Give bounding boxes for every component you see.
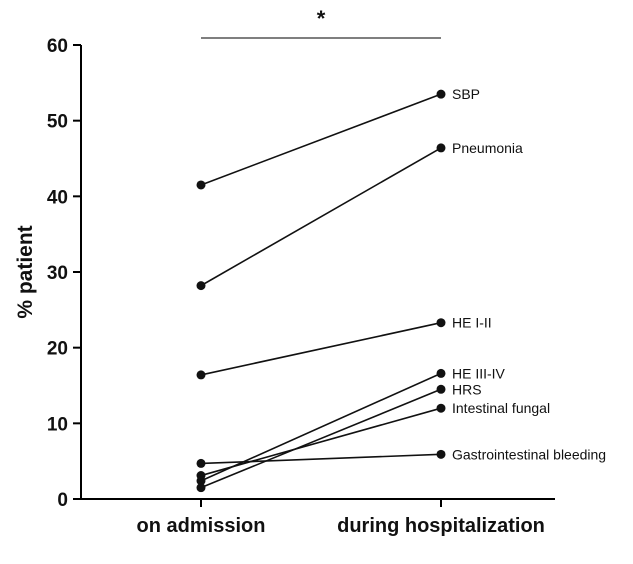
- data-point: [436, 384, 446, 394]
- significance-marker: *: [317, 6, 326, 31]
- data-point: [196, 370, 206, 380]
- data-point: [196, 281, 206, 291]
- y-tick-label: 40: [47, 187, 68, 208]
- data-point: [196, 180, 206, 190]
- data-point: [196, 458, 206, 468]
- y-tick-label: 60: [47, 36, 68, 57]
- y-axis-label: % patient: [14, 225, 37, 318]
- y-tick-label: 50: [47, 112, 68, 133]
- data-point: [436, 449, 446, 459]
- y-axis: 0 10 20 30 40 50 60: [47, 36, 82, 511]
- series-label: HE III-IV: [452, 365, 506, 381]
- data-point: [196, 483, 206, 493]
- series-sbp: SBP: [196, 86, 480, 190]
- series-label: Gastrointestinal bleeding: [452, 446, 606, 462]
- series-line: [200, 93, 442, 186]
- series-gastrointestinal-bleeding: Gastrointestinal bleeding: [196, 446, 606, 468]
- series-label: HE I-II: [452, 315, 492, 331]
- x-tick-label: on admission: [137, 515, 266, 537]
- series-label: HRS: [452, 381, 482, 397]
- series-label: Intestinal fungal: [452, 400, 550, 416]
- data-point: [436, 403, 446, 413]
- series-hrs: HRS: [196, 381, 482, 493]
- data-point: [196, 471, 206, 481]
- data-point: [436, 368, 446, 378]
- series-intestinal-fungal: Intestinal fungal: [196, 400, 550, 481]
- y-tick-label: 30: [47, 263, 68, 284]
- data-point: [436, 318, 446, 328]
- series-line: [200, 407, 442, 477]
- series-he-i-ii: HE I-II: [196, 315, 492, 380]
- series-label: SBP: [452, 86, 480, 102]
- series-line: [200, 372, 442, 482]
- series-line: [200, 147, 442, 287]
- significance-bracket: *: [201, 6, 441, 39]
- x-tick-label: during hospitalization: [337, 515, 545, 537]
- series-line: [200, 388, 442, 489]
- data-point: [436, 89, 446, 99]
- series-pneumonia: Pneumonia: [196, 140, 523, 291]
- series-line: [200, 453, 442, 465]
- series-label: Pneumonia: [452, 140, 523, 156]
- y-tick-label: 0: [57, 490, 68, 511]
- x-axis: on admission during hospitalization: [80, 498, 555, 537]
- y-tick-label: 10: [47, 414, 68, 435]
- series-line: [200, 321, 442, 376]
- y-tick-label: 20: [47, 339, 68, 360]
- data-point: [436, 143, 446, 153]
